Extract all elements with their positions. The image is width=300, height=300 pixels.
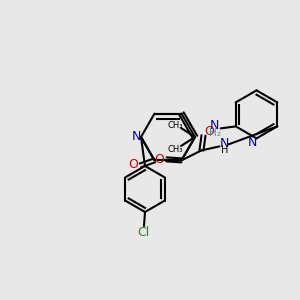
Text: O: O	[205, 125, 214, 138]
Text: H: H	[221, 146, 228, 155]
Text: Cl: Cl	[137, 226, 149, 239]
Text: N: N	[220, 137, 229, 150]
Text: O: O	[129, 158, 138, 171]
Text: N: N	[248, 136, 257, 149]
Text: N: N	[210, 119, 219, 132]
Text: N: N	[131, 130, 141, 142]
Text: CH₃: CH₃	[167, 121, 183, 130]
Text: O: O	[154, 153, 164, 166]
Text: CH₃: CH₃	[167, 145, 183, 154]
Text: H₂: H₂	[209, 128, 221, 138]
